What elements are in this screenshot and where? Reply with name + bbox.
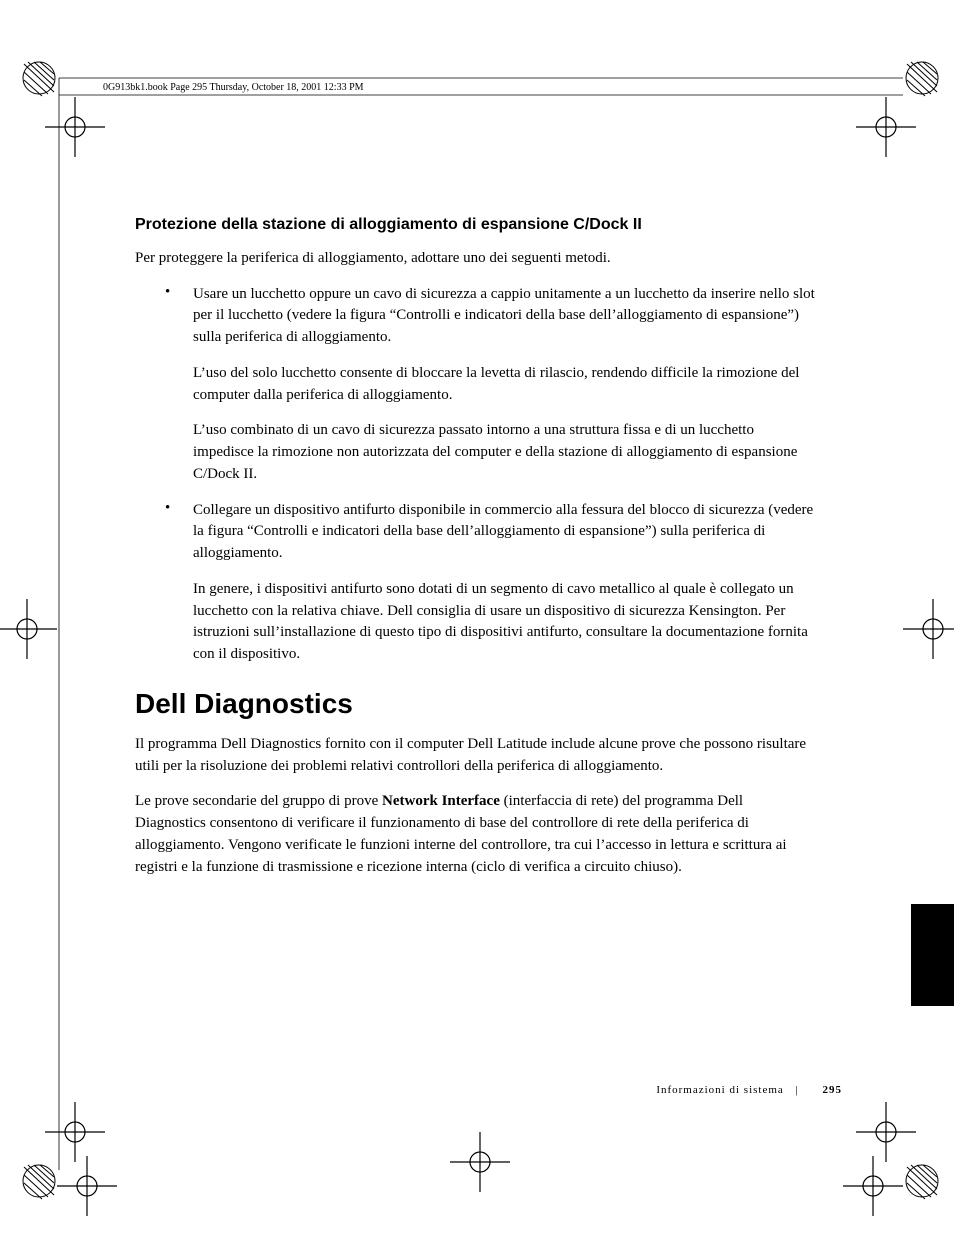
bullet-marker-icon: • <box>165 500 193 565</box>
footer-label: Informazioni di sistema <box>656 1084 783 1096</box>
intro-paragraph: Per proteggere la periferica di alloggia… <box>135 248 815 270</box>
para3-bold: Network Interface <box>382 793 500 809</box>
bullet-2-sub-1: In genere, i dispositivi antifurto sono … <box>135 579 815 666</box>
bullet-2: • Collegare un dispositivo antifurto dis… <box>135 500 815 565</box>
bullet-1-sub-2: L’uso combinato di un cavo di sicurezza … <box>135 420 815 485</box>
bullet-marker-icon: • <box>165 284 193 349</box>
bullet-1: • Usare un lucchetto oppure un cavo di s… <box>135 284 815 349</box>
page-number: 295 <box>823 1084 843 1096</box>
section-subheading: Protezione della stazione di alloggiamen… <box>135 215 815 236</box>
para3-pre: Le prove secondarie del gruppo di prove <box>135 793 382 809</box>
page-footer: Informazioni di sistema | 295 <box>656 1084 842 1096</box>
diag-para-2: Le prove secondarie del gruppo di prove … <box>135 791 815 878</box>
diag-para-1: Il programma Dell Diagnostics fornito co… <box>135 734 815 778</box>
bullet-2-text: Collegare un dispositivo antifurto dispo… <box>193 500 815 565</box>
header-meta: 0G913bk1.book Page 295 Thursday, October… <box>103 82 364 93</box>
footer-separator: | <box>796 1084 799 1096</box>
side-index-tab <box>911 904 954 1006</box>
bullet-1-text: Usare un lucchetto oppure un cavo di sic… <box>193 284 815 349</box>
main-heading: Dell Diagnostics <box>135 688 815 720</box>
page-content: Protezione della stazione di alloggiamen… <box>135 215 815 892</box>
bullet-1-sub-1: L’uso del solo lucchetto consente di blo… <box>135 363 815 407</box>
